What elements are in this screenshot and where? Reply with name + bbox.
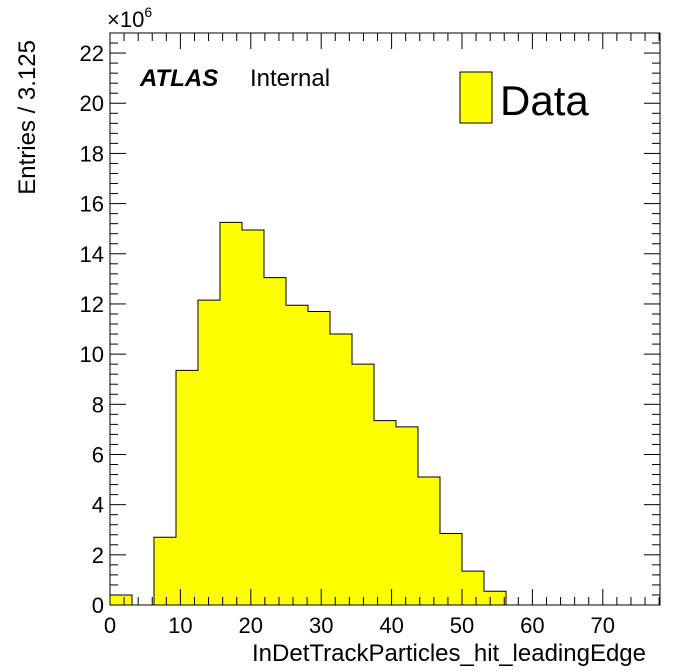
histogram-bar bbox=[198, 300, 220, 605]
histogram-bar bbox=[418, 477, 440, 605]
x-tick-label: 0 bbox=[104, 613, 116, 638]
y-tick-label: 20 bbox=[80, 91, 104, 116]
y-tick-label: 2 bbox=[92, 543, 104, 568]
y-tick-label: 14 bbox=[80, 242, 104, 267]
plot-frame bbox=[109, 32, 661, 606]
x-axis-label: InDetTrackParticles_hit_leadingEdge bbox=[252, 640, 646, 667]
y-tick-label: 10 bbox=[80, 342, 104, 367]
histogram-bars bbox=[109, 221, 507, 606]
histogram-bar bbox=[154, 537, 176, 605]
y-tick-label: 22 bbox=[80, 41, 104, 66]
axis-ticks bbox=[109, 32, 660, 606]
histogram-bar bbox=[352, 364, 374, 605]
y-tick-label: 0 bbox=[92, 593, 104, 618]
y-axis-label: Entries / 3.125 bbox=[14, 40, 41, 195]
x-tick-label: 50 bbox=[450, 613, 474, 638]
histogram-bar bbox=[440, 533, 462, 605]
y-tick-label: 4 bbox=[92, 493, 104, 518]
histogram-bar bbox=[176, 370, 198, 605]
y-tick-label: 8 bbox=[92, 392, 104, 417]
legend: Data bbox=[459, 71, 589, 124]
histogram-outline bbox=[109, 221, 507, 606]
histogram-bar bbox=[396, 426, 418, 605]
x-tick-label: 30 bbox=[309, 613, 333, 638]
x-tick-label: 20 bbox=[239, 613, 263, 638]
internal-label: Internal bbox=[250, 65, 330, 92]
histogram-bar bbox=[484, 591, 506, 605]
histogram-bar bbox=[330, 334, 352, 605]
histogram-bar bbox=[220, 222, 242, 605]
histogram-bar bbox=[308, 311, 330, 605]
x-tick-labels: 0 10 20 30 40 50 60 70 bbox=[104, 613, 615, 638]
legend-entry-data: Data bbox=[500, 77, 589, 124]
y-tick-label: 12 bbox=[80, 292, 104, 317]
histogram-bar bbox=[286, 305, 308, 605]
atlas-label: ATLAS bbox=[139, 65, 218, 92]
x-tick-label: 40 bbox=[379, 613, 403, 638]
y-tick-label: 6 bbox=[92, 442, 104, 467]
histogram-bar bbox=[242, 229, 264, 605]
y-tick-label: 18 bbox=[80, 141, 104, 166]
x-tick-label: 10 bbox=[168, 613, 192, 638]
legend-swatch-data bbox=[459, 71, 493, 124]
y-tick-label: 16 bbox=[80, 192, 104, 217]
histogram-bar bbox=[462, 571, 484, 605]
x-tick-label: 60 bbox=[520, 613, 544, 638]
histogram-bar bbox=[374, 420, 396, 605]
y-multiplier-label: ×106 bbox=[107, 4, 152, 32]
histogram-bar bbox=[264, 277, 286, 605]
histogram-bar bbox=[110, 594, 132, 605]
x-tick-label: 70 bbox=[591, 613, 615, 638]
y-tick-labels: 0 2 4 6 8 10 12 14 16 18 20 22 bbox=[80, 41, 104, 618]
